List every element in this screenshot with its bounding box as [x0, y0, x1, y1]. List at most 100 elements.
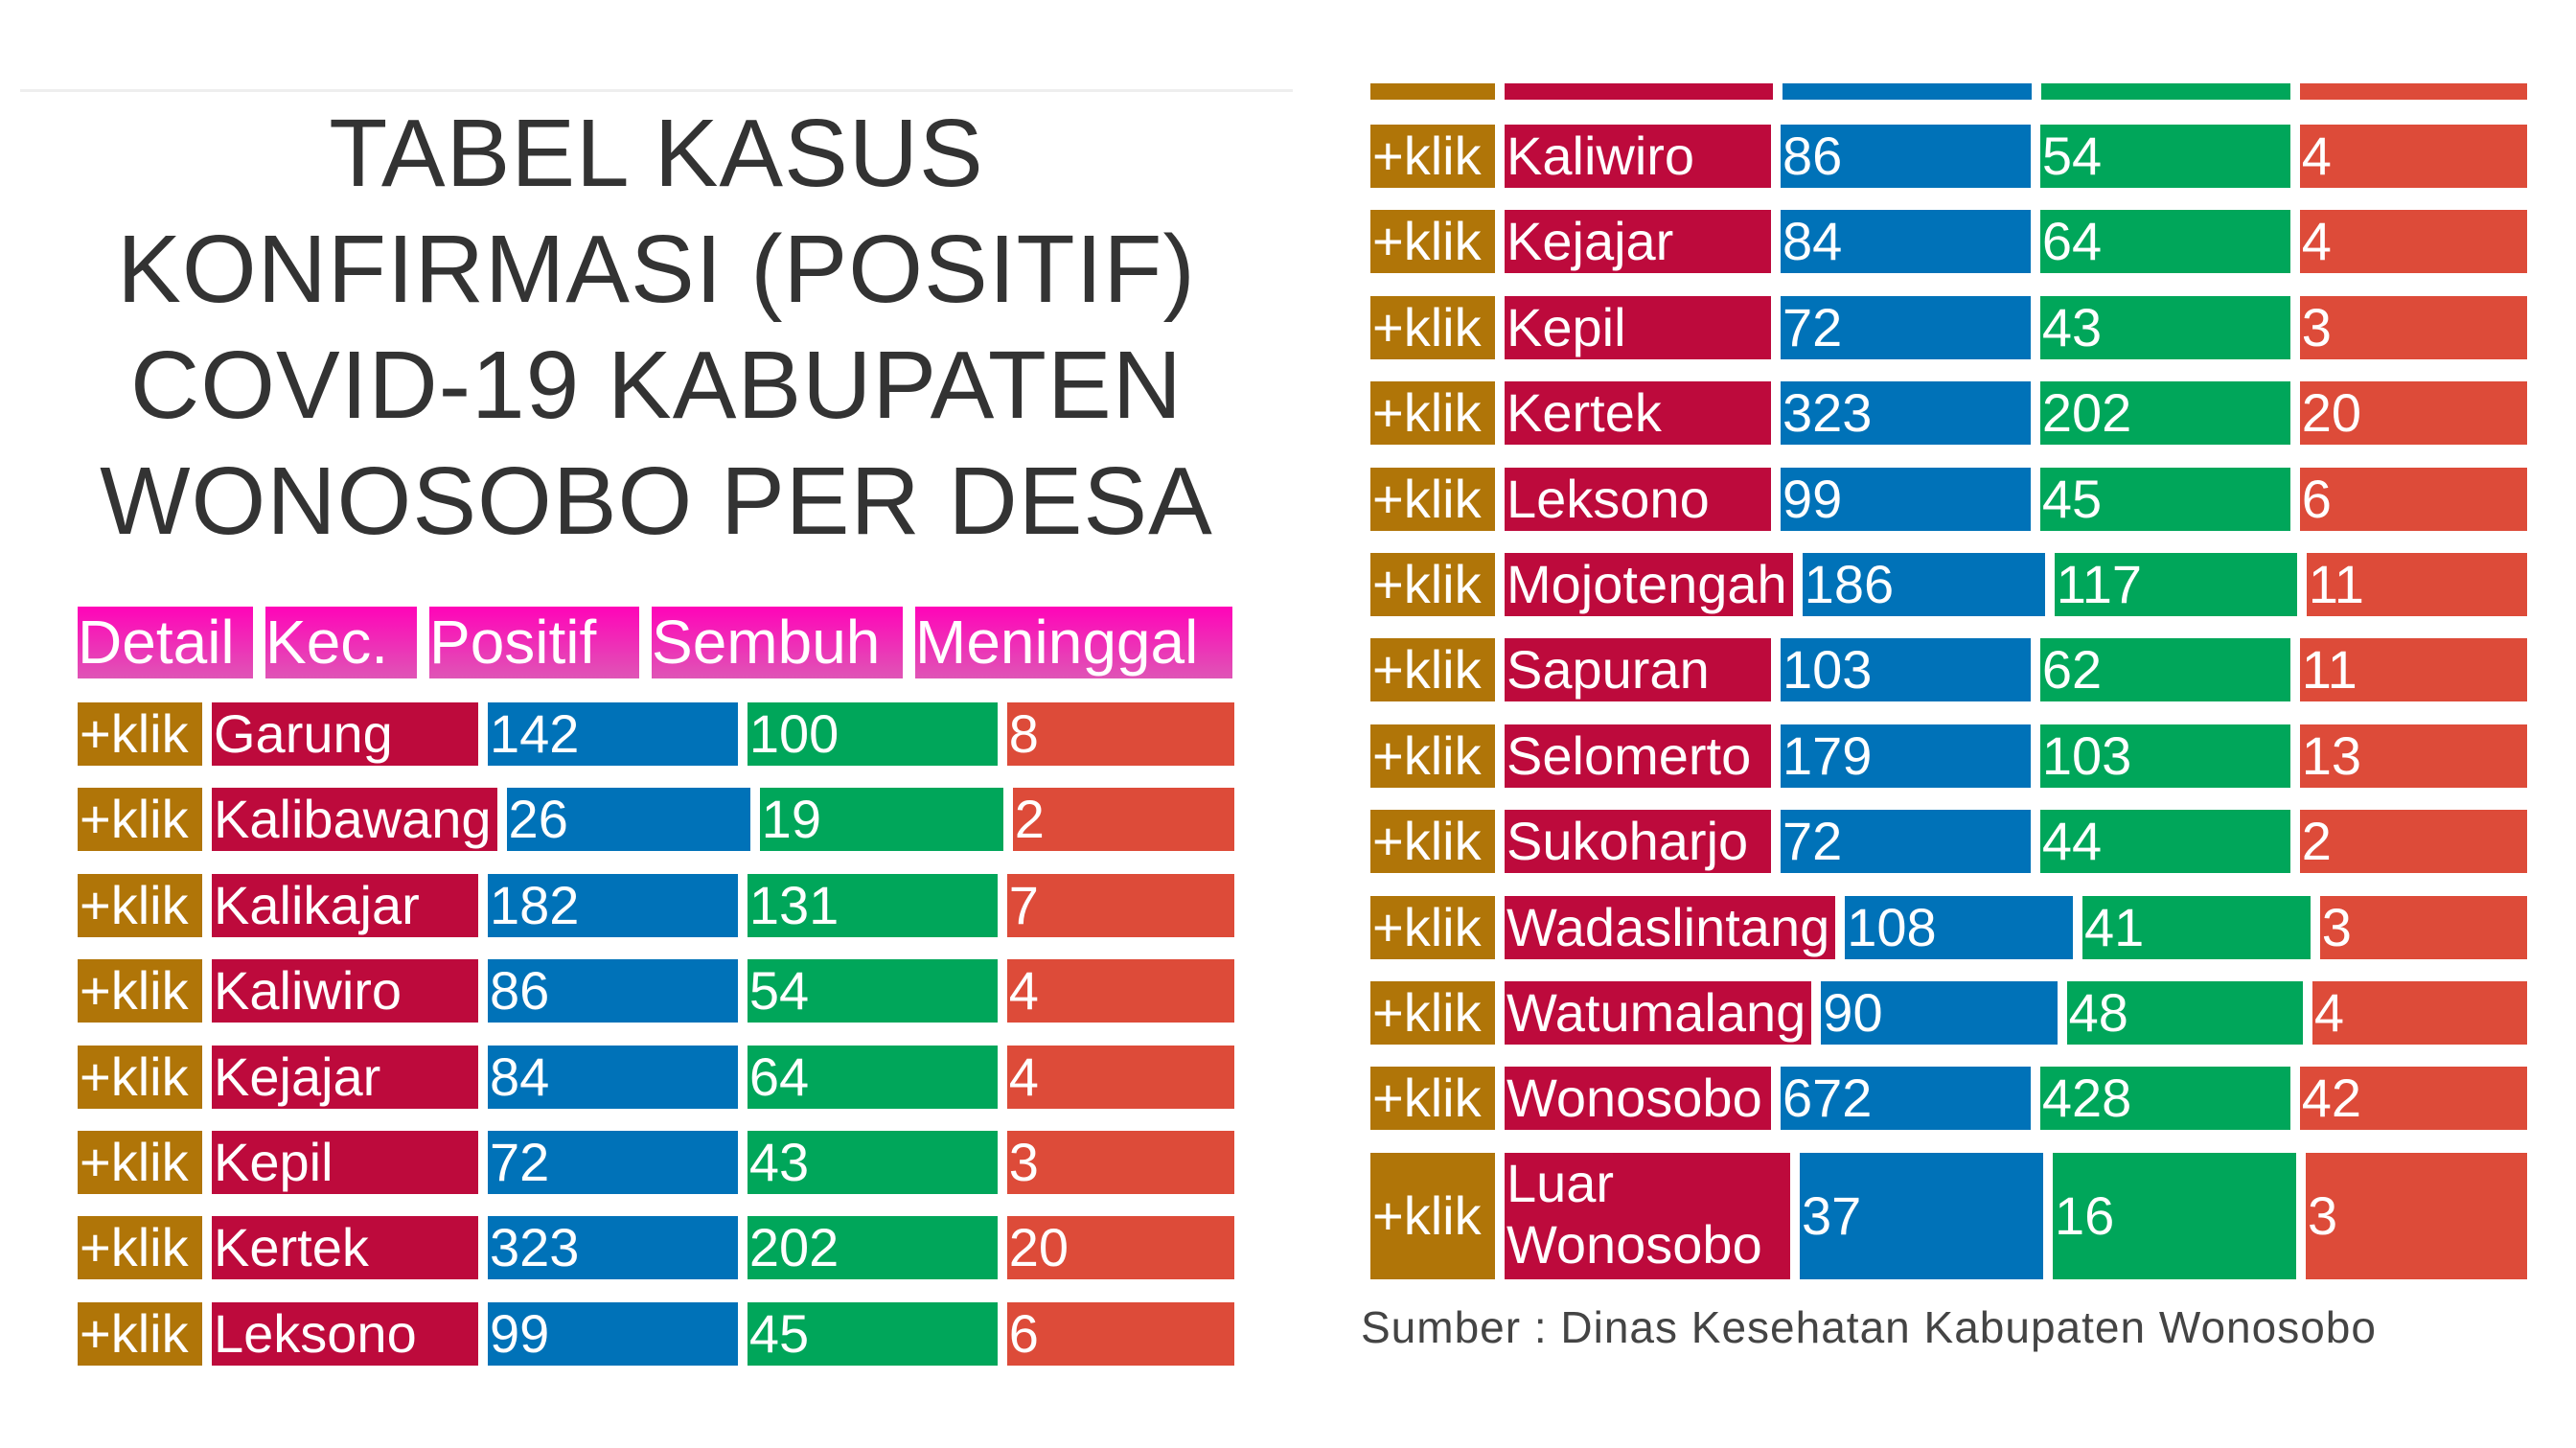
panel-divider	[20, 89, 1293, 92]
klik-link[interactable]: +klik	[1370, 467, 1495, 531]
title-line: KONFIRMASI (POSITIF)	[117, 216, 1196, 323]
klik-link[interactable]: +klik	[1370, 638, 1495, 702]
meninggal-cell: 3	[1006, 1130, 1234, 1194]
kec-cell: Kejajar	[1505, 210, 1771, 274]
positif-cell: 142	[488, 702, 738, 766]
klik-link[interactable]: +klik	[78, 1301, 202, 1366]
positif-cell: 72	[488, 1130, 738, 1194]
meninggal-cell: 4	[2299, 125, 2527, 188]
table-header: Detail Kec. Positif Sembuh Meninggal	[78, 607, 1234, 678]
table-row: +klik Kepil 72 43 3	[1370, 295, 2527, 359]
klik-link[interactable]: +klik	[1370, 552, 1495, 616]
title-line: COVID-19 KABUPATEN	[130, 332, 1183, 439]
kec-cell: Kalibawang	[212, 788, 497, 852]
sembuh-cell: 202	[747, 1216, 998, 1280]
klik-link[interactable]: +klik	[78, 1045, 202, 1109]
meninggal-cell: 4	[1006, 959, 1234, 1023]
kec-cell: Kaliwiro	[212, 959, 478, 1023]
kec-cell: Kertek	[1505, 381, 1771, 446]
klik-link[interactable]: +klik	[78, 1216, 202, 1280]
klik-link[interactable]: +klik	[1370, 210, 1495, 274]
positif-cell: 72	[1781, 810, 2031, 874]
kec-cell: Watumalang	[1505, 980, 1812, 1045]
positif-cell: 90	[1821, 980, 2058, 1045]
table-row: +klik Wonosobo 672 428 42	[1370, 1067, 2527, 1131]
kec-cell: Wadaslintang	[1505, 895, 1836, 959]
kec-cell: Luar Wonosobo	[1505, 1152, 1790, 1279]
klik-link[interactable]: +klik	[1370, 980, 1495, 1045]
header-sembuh: Sembuh	[652, 607, 903, 678]
positif-cell: 182	[488, 873, 738, 937]
sembuh-cell: 45	[2039, 467, 2290, 531]
kec-cell: Mojotengah	[1505, 552, 1793, 616]
meninggal-cell: 2	[2299, 810, 2527, 874]
table-row: +klik Mojotengah 186 117 11	[1370, 552, 2527, 616]
table-row: +klik Sukoharjo 72 44 2	[1370, 810, 2527, 874]
kec-cell: Wonosobo	[1505, 1067, 1771, 1131]
left-table-body: +klik Garung 142 100 8 +klik Kalibawang 26 19 2 +k…	[78, 702, 1234, 1388]
table-row: +klik Leksono 99 45 6	[1370, 467, 2527, 531]
klik-link[interactable]: +klik	[1370, 724, 1495, 788]
klik-link[interactable]: +klik	[78, 1130, 202, 1194]
klik-link[interactable]: +klik	[78, 959, 202, 1023]
meninggal-cell: 11	[2299, 638, 2527, 702]
klik-link[interactable]: +klik	[78, 702, 202, 766]
positif-cell: 37	[1800, 1152, 2043, 1279]
positif-cell: 84	[1781, 210, 2031, 274]
sembuh-cell: 45	[747, 1301, 998, 1366]
meninggal-cell: 7	[1006, 873, 1234, 937]
klik-link[interactable]: +klik	[1370, 125, 1495, 188]
sembuh-cell: 48	[2066, 980, 2303, 1045]
kec-cell	[1505, 83, 1773, 100]
klik-link[interactable]: +klik	[1370, 295, 1495, 359]
positif-cell: 72	[1781, 295, 2031, 359]
table-row: +klik Wadaslintang 108 41 3	[1370, 895, 2527, 959]
kec-cell: Kalikajar	[212, 873, 478, 937]
klik-link[interactable]: +klik	[1370, 895, 1495, 959]
kec-cell: Sapuran	[1505, 638, 1771, 702]
meninggal-cell: 6	[2299, 467, 2527, 531]
positif-cell: 186	[1802, 552, 2045, 616]
sembuh-cell: 64	[2039, 210, 2290, 274]
sembuh-cell: 19	[759, 788, 1003, 852]
meninggal-cell: 3	[2319, 895, 2527, 959]
positif-cell: 103	[1781, 638, 2031, 702]
sembuh-cell: 103	[2039, 724, 2290, 788]
positif-cell: 26	[506, 788, 750, 852]
meninggal-cell: 8	[1006, 702, 1234, 766]
page-title: TABEL KASUS KONFIRMASI (POSITIF) COVID-1…	[58, 96, 1255, 560]
table-row: +klik Watumalang 90 48 4	[1370, 980, 2527, 1045]
sembuh-cell: 44	[2039, 810, 2290, 874]
table-row: +klik Kertek 323 202 20	[1370, 381, 2527, 446]
kec-cell: Kepil	[212, 1130, 478, 1194]
kec-cell: Garung	[212, 702, 478, 766]
klik-link[interactable]: +klik	[1370, 810, 1495, 874]
klik-link[interactable]: +klik	[78, 873, 202, 937]
positif-cell: 672	[1781, 1067, 2031, 1131]
kec-cell: Kaliwiro	[1505, 125, 1771, 188]
kec-cell: Leksono	[212, 1301, 478, 1366]
sembuh-cell: 100	[747, 702, 998, 766]
sembuh-cell: 117	[2054, 552, 2297, 616]
meninggal-cell: 4	[1006, 1045, 1234, 1109]
klik-link[interactable]: +klik	[1370, 381, 1495, 446]
meninggal-cell: 6	[1006, 1301, 1234, 1366]
klik-link[interactable]: +klik	[78, 788, 202, 852]
table-row: +klik Kertek 323 202 20	[78, 1216, 1234, 1280]
klik-link[interactable]: +klik	[1370, 1152, 1495, 1279]
positif-cell: 99	[1781, 467, 2031, 531]
meninggal-cell: 3	[2299, 295, 2527, 359]
header-meninggal: Meninggal	[915, 607, 1232, 678]
source-note: Sumber : Dinas Kesehatan Kabupaten Wonos…	[1361, 1302, 2377, 1352]
sembuh-cell: 16	[2052, 1152, 2296, 1279]
table-row: +klik Kaliwiro 86 54 4	[1370, 125, 2527, 188]
sembuh-cell: 428	[2039, 1067, 2290, 1131]
klik-cell	[1370, 83, 1495, 100]
positif-cell: 179	[1781, 724, 2031, 788]
positif-cell: 323	[488, 1216, 738, 1280]
sembuh-cell	[2041, 83, 2291, 100]
table-row: +klik Kejajar 84 64 4	[78, 1045, 1234, 1109]
header-positif: Positif	[429, 607, 639, 678]
klik-link[interactable]: +klik	[1370, 1067, 1495, 1131]
table-row: +klik Luar Wonosobo 37 16 3	[1370, 1152, 2527, 1279]
